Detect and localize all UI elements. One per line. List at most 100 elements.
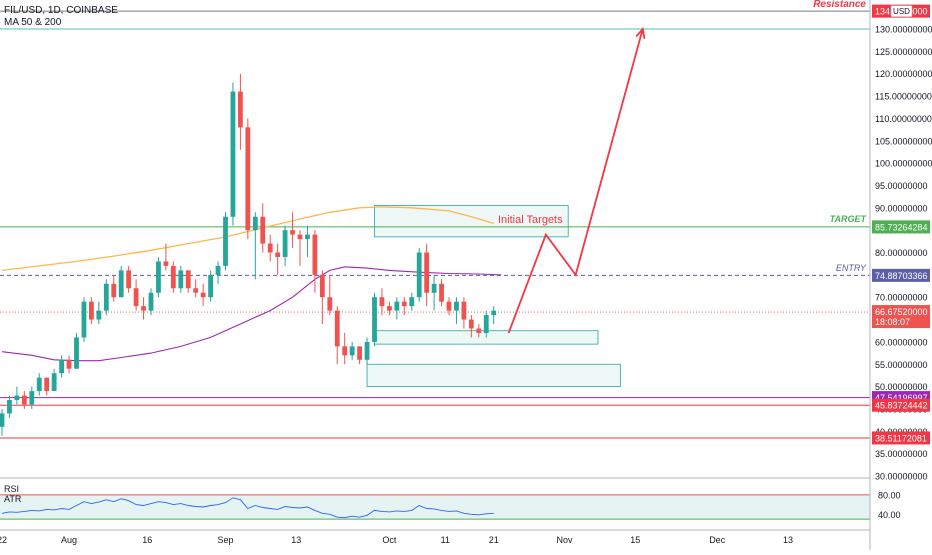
candle-body [491,310,497,316]
usd-badge: USD [893,7,910,16]
price-tick-label: 120.00000000 [875,69,932,79]
entry-price-tag-bg [872,268,930,282]
time-tick-label: Oct [382,535,397,545]
candle-body [193,288,199,293]
price-tick-label: 90.00000000 [875,203,928,213]
candle-body [74,337,79,369]
price-tick-label: 50.00000000 [875,382,928,392]
ma50-line [1,266,502,362]
price-tick-label: 55.00000000 [875,360,928,370]
candle-body [89,301,94,320]
price-tick-label: 80.00000000 [875,248,928,258]
candle-body [14,395,20,401]
candle-body [282,230,288,257]
candle-body [305,234,310,240]
rsi-band [0,494,870,520]
support-red-1-price-tag: 45.83724442 [875,401,928,411]
ma200-line [1,206,494,272]
candle-body [446,301,452,311]
candle-body [238,91,243,128]
initial-targets-label: Initial Targets [498,214,563,226]
candle-body [424,252,430,293]
price-tick-label: 105.00000000 [875,136,932,146]
candle-body [141,306,146,311]
candle-body [372,297,377,342]
candle-body [51,373,57,392]
candle-body [312,234,318,275]
candle-body [319,274,325,298]
candle-body [275,252,281,257]
candle-body [364,341,370,360]
candle-body [66,359,72,369]
candle-body [29,391,35,405]
time-tick-label: Dec [709,535,726,545]
candle-body [148,292,154,311]
symbol-title: FIL/USD, 1D, COINBASE [4,5,118,16]
time-tick-label: 13 [291,535,301,545]
support-purple-price-tag: 47.54196997 [875,393,928,403]
price-tick-label: 30.00000000 [875,472,928,482]
candle-body [96,310,102,320]
current-price-tag-bg [872,305,930,329]
current-price-tag: 66.67520000 [875,307,928,317]
support-red-2-price-tag-bg [872,431,930,445]
rsi-line [1,497,494,519]
zone-3 [366,363,621,388]
candle-body [21,395,27,405]
candle-body [342,346,348,356]
target-price-tag-bg [872,220,930,234]
candle-body [334,310,340,347]
price-tick-label: 110.00000000 [875,114,932,124]
candle-body [230,91,236,217]
target-label: TARGET [830,214,868,224]
candle-body [245,127,251,231]
time-tick-label: 11 [441,535,450,545]
candle-body [7,400,12,414]
candle-body [461,301,467,320]
entry-label: ENTRY [836,263,867,273]
rsi-tick-label: 40.00 [878,510,901,520]
price-tick-label: 70.00000000 [875,293,928,303]
candle-body [379,297,385,307]
support-red-2-price-tag: 38.51172081 [875,433,927,443]
price-tick-label: 95.00000000 [875,181,928,191]
candle-body [297,234,303,240]
candle-body [81,301,87,338]
resistance-label: Resistance [813,0,866,10]
candle-body [290,230,295,235]
candle-body [394,301,400,311]
candle-body [185,270,191,289]
candle-body [260,216,266,244]
candle-body [170,265,176,289]
atr-label: ATR [4,494,22,504]
candle-body [208,274,213,298]
candle-body [349,346,355,356]
support-red-1-price-tag-bg [872,398,930,412]
price-tick-label: 100.00000000 [875,159,932,169]
price-tick-label: 35.00000000 [875,449,928,459]
candle-body [223,216,228,266]
candle-body [439,283,444,302]
time-tick-label: Aug [61,535,77,545]
candle-body [126,270,132,289]
time-tick-label: 21 [489,535,499,545]
candle-body [0,413,5,427]
time-tick-label: Sep [217,535,233,545]
candle-body [267,243,273,253]
projection-path [507,28,644,334]
price-tick-label: 130.00000000 [875,25,932,35]
candle-body [36,377,42,392]
candle-body [387,306,392,311]
price-tick-label: 115.00000000 [875,92,932,102]
candle-body [200,292,206,298]
candle-body [111,283,117,298]
candle-body [163,261,169,266]
candle-body [409,297,415,307]
rsi-label: RSI [4,484,20,494]
candle-body [357,346,362,360]
time-tick-label: 15 [630,535,640,545]
candle-body [133,288,139,307]
time-tick-label: 13 [783,535,793,545]
